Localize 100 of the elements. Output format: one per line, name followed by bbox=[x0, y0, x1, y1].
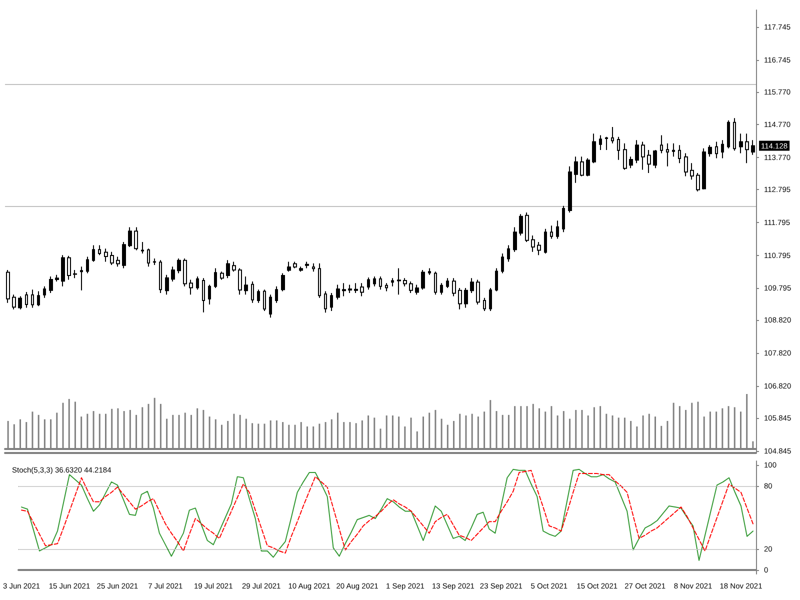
candlestick bbox=[623, 142, 627, 170]
candlestick bbox=[653, 150, 657, 169]
candlestick bbox=[660, 134, 663, 154]
candlestick bbox=[312, 262, 315, 272]
candlestick bbox=[373, 276, 376, 287]
candlestick bbox=[263, 289, 266, 312]
candlestick bbox=[18, 296, 22, 310]
candlestick bbox=[489, 288, 492, 312]
candlestick bbox=[617, 136, 620, 160]
candlestick bbox=[287, 261, 291, 272]
candlestick bbox=[562, 205, 565, 233]
candlestick bbox=[159, 260, 162, 294]
candlestick bbox=[592, 133, 596, 164]
candlestick bbox=[293, 261, 297, 269]
candlestick bbox=[336, 284, 340, 300]
candlestick bbox=[428, 268, 431, 276]
candlestick bbox=[568, 166, 572, 213]
candlestick bbox=[25, 291, 28, 308]
candlestick bbox=[531, 234, 535, 252]
candlestick bbox=[501, 253, 504, 274]
candlestick bbox=[397, 268, 401, 296]
candlestick bbox=[208, 284, 211, 305]
candlestick bbox=[495, 268, 498, 292]
candlestick bbox=[183, 258, 187, 287]
candlestick bbox=[403, 278, 407, 287]
candlestick bbox=[244, 276, 248, 296]
candlestick bbox=[354, 282, 358, 294]
candlestick bbox=[702, 148, 706, 190]
candlestick bbox=[122, 242, 126, 269]
candlestick bbox=[55, 274, 59, 282]
candlestick bbox=[458, 288, 462, 310]
candlestick bbox=[647, 150, 651, 174]
candlestick bbox=[519, 214, 523, 236]
candlestick bbox=[641, 141, 645, 170]
candlestick bbox=[141, 242, 144, 254]
candlestick bbox=[721, 140, 724, 159]
candlestick bbox=[251, 280, 254, 304]
candlestick bbox=[599, 134, 602, 150]
candlestick bbox=[134, 226, 138, 251]
candlestick bbox=[342, 282, 346, 297]
candlestick bbox=[483, 297, 486, 312]
candlestick bbox=[275, 286, 278, 304]
candlestick bbox=[238, 268, 242, 296]
candlestick bbox=[324, 290, 327, 314]
candlestick bbox=[544, 228, 547, 254]
candlestick bbox=[104, 248, 108, 262]
candlestick bbox=[299, 266, 303, 272]
candlestick bbox=[556, 220, 559, 240]
candlestick bbox=[452, 278, 456, 297]
candlestick bbox=[605, 136, 608, 150]
candlestick bbox=[196, 276, 199, 290]
candlestick bbox=[330, 292, 333, 312]
candlestick bbox=[269, 294, 272, 318]
candlestick bbox=[745, 133, 749, 164]
candlestick bbox=[318, 262, 321, 298]
candlestick bbox=[360, 282, 364, 297]
candlestick bbox=[690, 162, 694, 180]
candlestick bbox=[696, 172, 700, 192]
candlestick bbox=[446, 278, 449, 289]
candlestick bbox=[348, 284, 352, 294]
candlestick bbox=[507, 244, 510, 262]
candlestick bbox=[476, 279, 480, 305]
candlestick bbox=[257, 289, 260, 304]
candlestick bbox=[67, 255, 71, 280]
candlestick bbox=[580, 156, 584, 177]
candlestick bbox=[550, 225, 553, 240]
candlestick bbox=[171, 266, 175, 282]
candlestick bbox=[629, 156, 633, 169]
candlestick bbox=[49, 276, 53, 294]
candlestick bbox=[635, 140, 639, 164]
candlestick bbox=[708, 144, 712, 158]
candlestick bbox=[751, 140, 755, 156]
candlestick bbox=[537, 242, 541, 256]
candlestick bbox=[367, 277, 370, 290]
candlestick bbox=[409, 280, 413, 294]
candlestick bbox=[715, 141, 718, 159]
candlestick bbox=[232, 261, 236, 272]
candlestick bbox=[385, 282, 388, 292]
candlestick bbox=[226, 260, 230, 279]
candlestick bbox=[214, 268, 217, 289]
candlestick bbox=[281, 272, 285, 292]
candlestick bbox=[611, 126, 614, 144]
candlestick bbox=[12, 294, 16, 310]
candlestick bbox=[147, 248, 150, 268]
candlestick bbox=[684, 152, 688, 177]
candlestick bbox=[305, 261, 309, 269]
candlestick bbox=[128, 226, 132, 248]
candlestick bbox=[116, 256, 120, 268]
candlestick bbox=[434, 271, 437, 296]
candlestick bbox=[440, 282, 443, 296]
candlestick bbox=[586, 158, 590, 177]
candlestick bbox=[61, 254, 65, 287]
candlestick bbox=[421, 269, 425, 290]
candlestick bbox=[31, 289, 34, 308]
candlestick bbox=[525, 212, 529, 243]
candlestick bbox=[86, 256, 89, 274]
candlestick bbox=[220, 271, 224, 280]
candlestick bbox=[513, 226, 517, 252]
candlestick bbox=[391, 278, 394, 287]
candlestick bbox=[202, 278, 205, 313]
